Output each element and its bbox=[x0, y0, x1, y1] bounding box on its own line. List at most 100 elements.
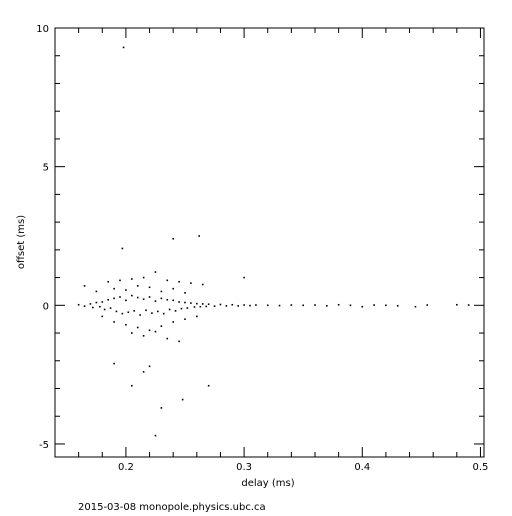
point bbox=[184, 318, 186, 320]
point bbox=[207, 384, 210, 387]
x-tick-label: 0.3 bbox=[236, 462, 252, 473]
point bbox=[103, 308, 106, 311]
point bbox=[207, 303, 210, 306]
point bbox=[133, 310, 135, 312]
point bbox=[349, 304, 352, 307]
point bbox=[77, 303, 80, 306]
point bbox=[113, 287, 115, 290]
point bbox=[125, 289, 127, 291]
point bbox=[142, 335, 145, 337]
point bbox=[148, 329, 151, 332]
point bbox=[121, 247, 124, 250]
point bbox=[160, 325, 163, 327]
point bbox=[278, 304, 281, 307]
y-axis-label: offset (ms) bbox=[16, 215, 27, 269]
point bbox=[190, 302, 192, 304]
plot-frame bbox=[54, 27, 485, 458]
point bbox=[178, 280, 180, 283]
point bbox=[136, 326, 139, 329]
point bbox=[154, 434, 157, 437]
point bbox=[456, 303, 458, 306]
point bbox=[125, 323, 127, 326]
point bbox=[151, 312, 153, 314]
y-tick-label: 5 bbox=[43, 163, 49, 174]
point bbox=[201, 303, 204, 305]
point bbox=[290, 304, 293, 306]
point bbox=[122, 46, 125, 49]
point bbox=[266, 304, 269, 307]
point bbox=[302, 304, 304, 307]
point bbox=[83, 305, 86, 307]
point bbox=[154, 271, 157, 273]
point bbox=[148, 365, 151, 368]
point bbox=[243, 276, 245, 279]
point bbox=[193, 306, 196, 308]
point bbox=[162, 312, 165, 315]
point bbox=[125, 299, 127, 302]
point bbox=[83, 285, 86, 287]
point bbox=[198, 235, 200, 237]
point bbox=[314, 304, 316, 306]
point bbox=[213, 305, 216, 307]
x-axis-label: delay (ms) bbox=[241, 478, 294, 489]
point bbox=[145, 309, 147, 312]
point bbox=[243, 304, 245, 306]
point bbox=[166, 298, 169, 301]
point bbox=[178, 301, 180, 303]
point bbox=[139, 314, 141, 316]
point bbox=[109, 307, 112, 309]
point bbox=[326, 305, 328, 307]
point bbox=[160, 290, 163, 293]
point bbox=[142, 298, 145, 301]
point bbox=[337, 303, 340, 306]
point bbox=[160, 297, 163, 300]
point bbox=[119, 279, 121, 282]
point bbox=[157, 310, 159, 313]
point bbox=[131, 332, 133, 334]
point bbox=[142, 371, 145, 373]
point bbox=[196, 315, 198, 318]
point bbox=[113, 362, 115, 365]
y-tick-label: 10 bbox=[36, 24, 49, 35]
point bbox=[396, 305, 399, 307]
point bbox=[467, 304, 470, 306]
point bbox=[107, 280, 109, 283]
point bbox=[166, 337, 169, 340]
point bbox=[225, 305, 228, 307]
point bbox=[154, 300, 157, 302]
y-tick-label: 0 bbox=[43, 301, 49, 312]
point bbox=[205, 305, 208, 308]
point bbox=[196, 302, 198, 305]
point bbox=[101, 315, 104, 318]
point bbox=[174, 310, 177, 312]
point bbox=[113, 321, 115, 323]
point bbox=[101, 301, 104, 303]
point bbox=[107, 298, 109, 301]
point bbox=[148, 286, 151, 289]
x-tick-label: 0.2 bbox=[118, 462, 134, 473]
point bbox=[178, 340, 180, 343]
point bbox=[92, 306, 94, 309]
point bbox=[89, 303, 92, 305]
point bbox=[119, 296, 121, 298]
point bbox=[113, 297, 115, 300]
x-tick-label: 0.4 bbox=[354, 462, 370, 473]
point bbox=[181, 398, 184, 401]
point bbox=[184, 301, 186, 304]
point bbox=[121, 312, 124, 315]
point bbox=[131, 294, 133, 297]
point bbox=[201, 283, 204, 286]
point bbox=[172, 321, 174, 323]
point bbox=[219, 303, 222, 306]
point bbox=[172, 237, 174, 240]
point bbox=[95, 301, 98, 304]
point bbox=[154, 330, 157, 333]
point bbox=[190, 282, 192, 284]
point bbox=[180, 307, 183, 310]
point bbox=[127, 311, 130, 314]
point bbox=[172, 299, 174, 302]
x-tick-label: 0.5 bbox=[473, 462, 489, 473]
point bbox=[131, 278, 133, 280]
point bbox=[186, 307, 189, 309]
point bbox=[148, 296, 151, 298]
